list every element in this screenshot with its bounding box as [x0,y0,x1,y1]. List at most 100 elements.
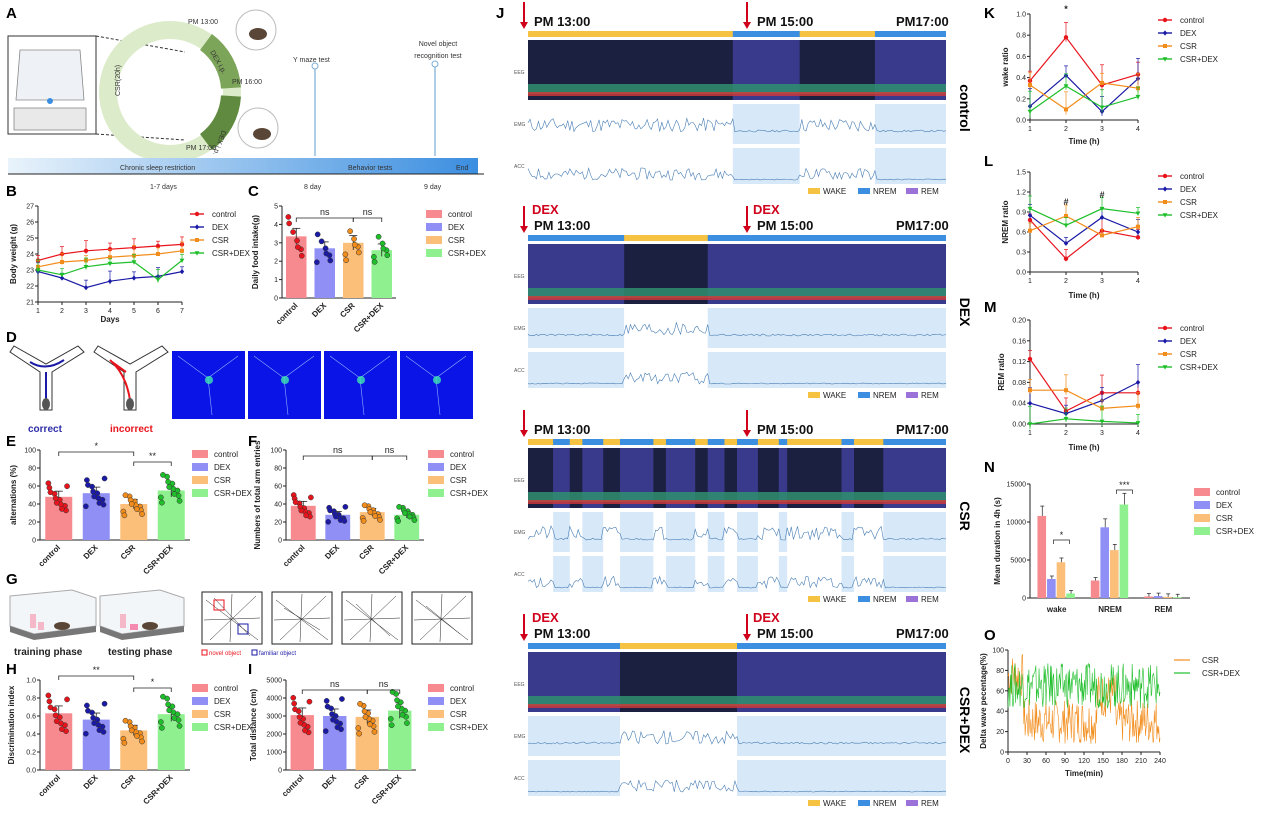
sleep-shading [707,512,725,552]
y-tick-label: 0.2 [26,750,36,757]
legend-label: control [1180,16,1204,25]
y-tick-label: 100 [270,448,282,455]
acc-channel-label: ACC [514,572,525,578]
panel-label-l: L [984,153,993,170]
data-point [367,721,373,728]
dex-segment-1 [199,33,241,90]
mouse-body-1-icon [249,28,267,40]
y-axis-label: Mean duration in 4h (s) [993,497,1002,585]
time-pm1300: PM 13:00 [188,19,218,26]
hypnogram-wake-segment [799,31,875,37]
recording-block-1: PM 13:00 PM 15:00 PM17:00 EEG EMG ACC control W… [514,2,973,196]
data-point [298,252,305,259]
legend-label: CSR [450,476,467,485]
group-label: control [957,84,973,131]
data-point [379,240,386,247]
data-point [122,492,129,499]
data-point [107,261,113,267]
y-tick-label: 2000 [266,732,282,739]
x-tick-label: 6 [156,308,160,315]
y-tick-label: 3 [274,240,278,247]
x-tick-label: CSR [357,543,375,561]
novel-object-label: novel object [209,651,241,657]
y-tick-label: 23 [26,268,34,275]
y-tick-label: 0.6 [1016,54,1026,61]
significance-label: *** [1119,480,1130,490]
data-point [52,712,59,719]
data-point [60,260,64,264]
hypnogram-wake-segment [603,439,620,445]
eeg-channel-label: EEG [514,70,525,76]
y-tick-label: 1 [274,277,278,284]
data-point [108,255,112,260]
data-point [160,472,166,478]
hypnogram-legend-label: NREM [873,595,897,604]
data-point [342,251,349,258]
panel-label-m: M [984,299,997,316]
acc-channel-label: ACC [514,776,525,782]
sleep-shading [582,556,604,592]
mouse-icon [47,98,53,104]
data-point [53,499,60,506]
testing-arena-icon [99,589,185,640]
x-tick-label: 2 [60,308,64,315]
injection-arrowhead-icon [743,226,751,233]
x-tick-label: control [281,543,307,569]
y-tick-label: 80 [28,466,36,473]
chart-l-nrem-ratio: 0.0 0.3 0.6 0.9 1.2 1.5 NREM ratio Time (h) 1 2 3 4… [1001,170,1219,301]
data-point [375,233,382,240]
y-maze-heatmaps [172,351,473,419]
legend-swatch [428,450,444,458]
significance-bracket [371,455,408,460]
hypnogram-legend-label: NREM [873,391,897,400]
y-maze-marker-dot [311,62,319,70]
legend-label: CSR+DEX [1180,211,1219,220]
data-point [362,714,369,720]
data-point [96,500,103,506]
dex-label: DEX [532,610,559,625]
panel-label-a: A [6,5,17,22]
x-tick-label: CSR+DEX [141,773,175,807]
data-point [131,275,137,281]
data-point [83,503,89,510]
data-point [101,700,108,707]
x-tick-label: DEX [310,301,328,319]
sleep-shading [665,556,696,592]
x-tick-label: CSR [119,543,137,561]
bar [1110,550,1119,598]
data-point [165,478,171,485]
data-point [325,519,332,525]
data-point [330,716,336,723]
significance-label: # [1099,190,1104,200]
bar [342,242,364,298]
y-tick-label: 26 [26,220,34,227]
data-point [294,237,300,244]
group-label: CSR [957,501,973,531]
time-label-start: PM 13:00 [534,422,590,437]
legend-label: CSR+DEX [1180,363,1219,372]
legend-marker [1162,17,1168,23]
significance-bracket [302,455,373,460]
data-point [361,708,368,715]
eeg-delta-band [528,296,946,300]
bar [1066,593,1075,598]
legend-label: control [1216,488,1240,497]
y-tick-label: 1000 [266,750,282,757]
legend-swatch [426,236,442,244]
legend-label: CSR+DEX [1216,527,1255,536]
emg-channel-label: EMG [514,122,526,128]
hypnogram-legend-label: NREM [873,187,897,196]
data-point [342,504,349,510]
legend-label: CSR [212,236,229,245]
legend-label: CSR+DEX [448,249,487,258]
y-tick-label: 60 [28,484,36,491]
data-point [394,697,400,704]
legend-swatch [192,489,208,497]
legend-label: control [450,684,474,693]
y-tick-label: 4 [274,222,278,229]
time-label-start: PM 13:00 [534,14,590,29]
data-point [1063,256,1069,261]
legend-swatch [428,463,444,471]
data-point [296,714,303,720]
data-point [384,252,391,259]
